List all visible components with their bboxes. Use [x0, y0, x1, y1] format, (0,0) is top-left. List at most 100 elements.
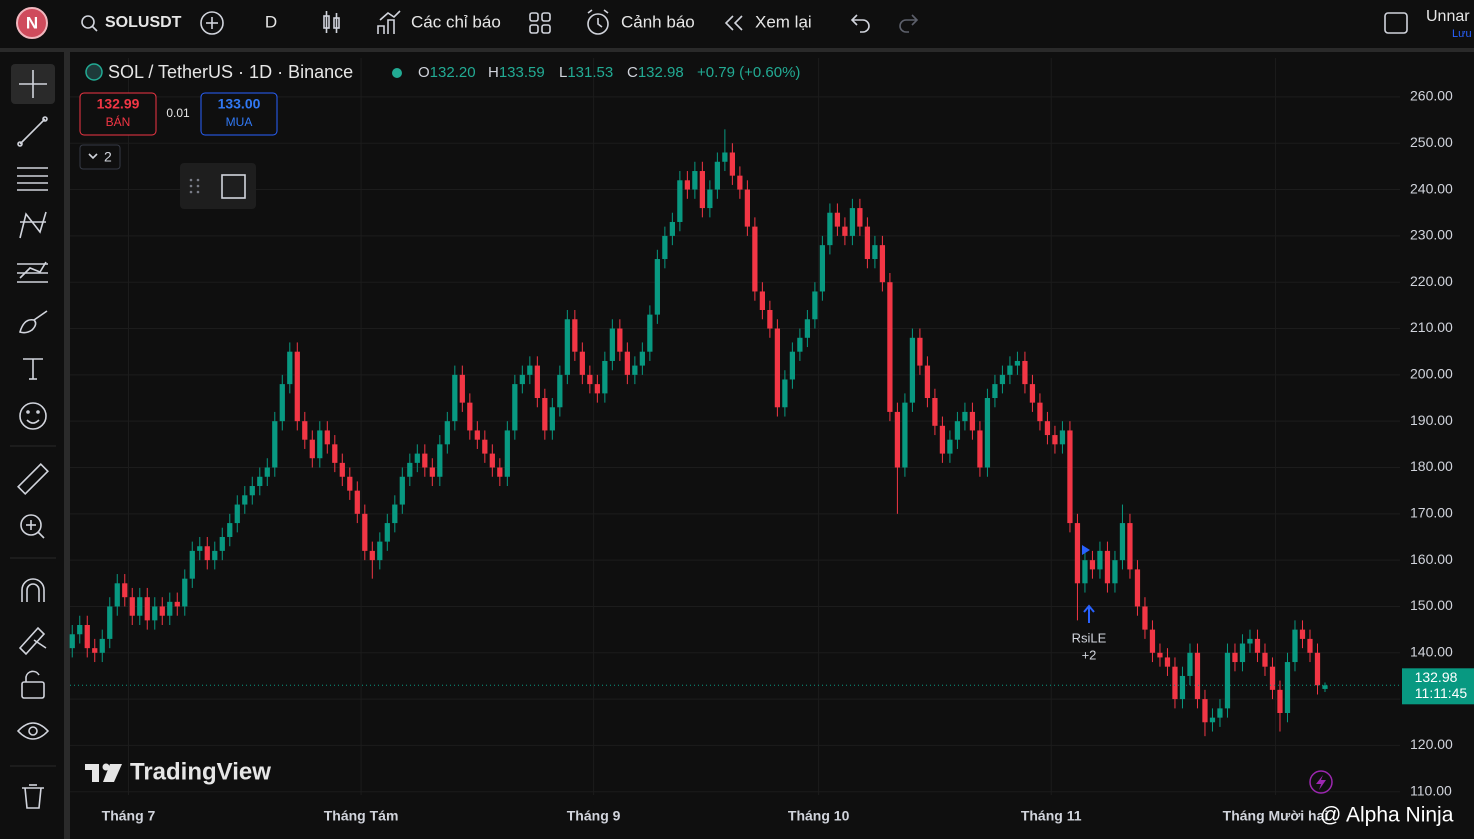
candle-body — [227, 523, 233, 537]
avatar-letter: N — [26, 13, 38, 32]
indicators-button[interactable]: Các chỉ báo — [411, 12, 501, 31]
brush-tool[interactable] — [19, 310, 48, 334]
candle-body — [632, 365, 638, 375]
candle-body — [1007, 365, 1013, 375]
candle-body — [437, 444, 443, 477]
text-tool[interactable] — [23, 358, 43, 380]
visibility-tool[interactable] — [16, 722, 50, 740]
candle-body — [924, 365, 931, 399]
lock-tool[interactable] — [21, 670, 45, 699]
candle-body — [332, 444, 338, 463]
candle-body — [317, 430, 323, 459]
candle-body — [842, 226, 848, 236]
signal-label: RsiLE — [1072, 630, 1107, 645]
candle-body — [414, 453, 420, 463]
drag-handle[interactable] — [189, 178, 200, 194]
change-value: +0.79 (+0.60%) — [697, 64, 800, 81]
ohlc-key: C — [627, 64, 638, 81]
symbol-search[interactable]: SOLUSDT — [105, 14, 182, 31]
candle-body — [947, 439, 953, 454]
redo-icon[interactable] — [899, 14, 919, 33]
delete-tool[interactable] — [22, 784, 44, 809]
indicators-icon[interactable] — [377, 10, 401, 34]
candle-body — [857, 208, 863, 227]
candle-body — [887, 282, 893, 412]
ruler-tool[interactable] — [17, 463, 49, 495]
lightning-icon[interactable] — [1309, 770, 1333, 794]
replay-icon[interactable] — [724, 15, 743, 31]
candle-body — [804, 319, 811, 338]
alerts-button[interactable]: Cảnh báo — [621, 12, 695, 31]
candle-body — [272, 421, 278, 468]
fib-tool[interactable] — [17, 167, 48, 191]
x-tick-label: Tháng 9 — [567, 808, 621, 824]
fullscreen-icon[interactable] — [1384, 12, 1408, 34]
candle-body — [122, 583, 128, 598]
collapse-count: 2 — [104, 149, 112, 165]
y-tick-label: 120.00 — [1410, 736, 1453, 752]
magnet-tool[interactable] — [21, 578, 45, 602]
sell-label: BÁN — [106, 114, 131, 129]
candle-body — [1262, 652, 1268, 667]
forecast-tool[interactable] — [17, 261, 48, 283]
candle-body — [692, 171, 698, 190]
candle-body — [1052, 435, 1058, 445]
draw-lock-tool[interactable] — [18, 626, 47, 656]
candle-body — [212, 550, 218, 561]
candle-body — [752, 226, 758, 292]
candle-body — [564, 319, 570, 375]
emoji-tool[interactable] — [19, 402, 47, 430]
compare-icon[interactable] — [200, 11, 224, 35]
candle-body — [1127, 523, 1133, 570]
undo-icon[interactable] — [850, 14, 870, 33]
y-tick-label: 180.00 — [1410, 458, 1453, 474]
sell-button[interactable] — [79, 92, 157, 136]
replay-button[interactable]: Xem lại — [755, 12, 812, 31]
search-icon[interactable] — [81, 15, 98, 32]
signal-marker — [1082, 545, 1090, 555]
candle-body — [737, 175, 743, 190]
candle-body — [309, 439, 315, 459]
candle-body — [324, 430, 330, 445]
candle-body — [1232, 652, 1238, 663]
candle-body — [182, 578, 188, 607]
candle-body — [294, 351, 300, 422]
candle-body — [422, 453, 428, 468]
buy-button[interactable] — [200, 92, 278, 136]
candle-body — [617, 328, 623, 352]
candle-body — [1209, 717, 1216, 723]
candle-body — [932, 398, 938, 426]
candle-body — [504, 430, 510, 477]
layout-name[interactable]: Unnar — [1426, 8, 1470, 25]
zoom-tool[interactable] — [20, 514, 45, 539]
alert-icon[interactable] — [587, 9, 609, 35]
select-box-tool[interactable] — [221, 174, 246, 199]
brand-watermark: TradingView — [130, 758, 271, 785]
avatar[interactable] — [16, 7, 48, 39]
collapse-button[interactable] — [79, 144, 121, 170]
candle-body — [302, 421, 308, 440]
pattern-tool[interactable] — [19, 211, 47, 239]
crosshair-tool[interactable] — [19, 70, 47, 98]
save-status[interactable]: Lưu — [1452, 28, 1472, 40]
candle-body — [1322, 685, 1328, 689]
interval[interactable]: D — [265, 12, 277, 31]
candle-body — [474, 430, 480, 440]
candle-body — [1142, 606, 1148, 630]
trendline-tool[interactable] — [17, 116, 48, 147]
candle-body — [879, 245, 886, 283]
templates-icon[interactable] — [529, 12, 551, 34]
candle-body — [1194, 652, 1201, 700]
candle-body — [534, 365, 540, 399]
plot: 110.00120.00130.00140.00150.00160.00170.… — [69, 58, 1474, 824]
candle-body — [699, 171, 705, 209]
top-separator — [0, 48, 1474, 52]
chart-type-icon[interactable] — [323, 11, 340, 33]
candle-body — [594, 384, 600, 394]
candle-body — [1254, 638, 1261, 653]
ohlc-value: 132.98 — [638, 64, 684, 81]
candle-body — [204, 546, 210, 561]
candle-body — [909, 337, 916, 403]
